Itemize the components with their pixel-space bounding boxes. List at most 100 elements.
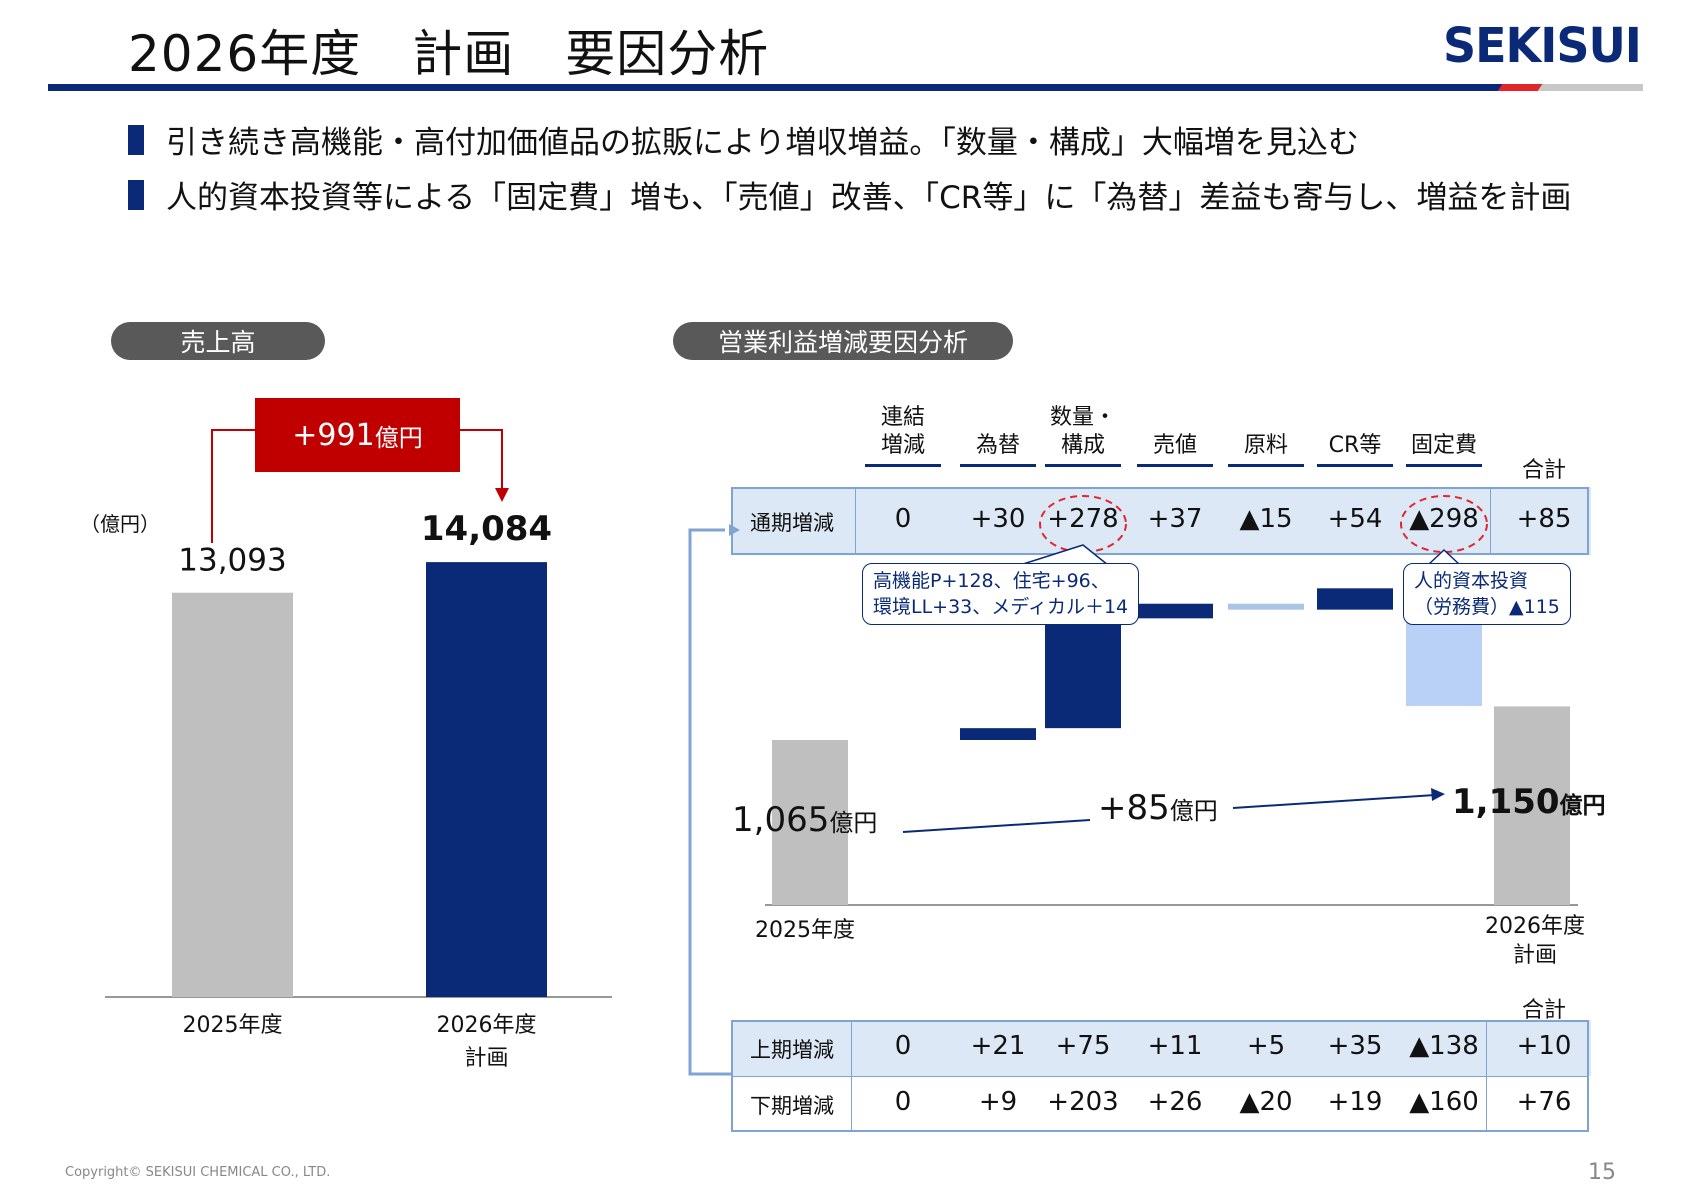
bullet-marker xyxy=(128,124,144,155)
table-cell: ▲15 xyxy=(1239,504,1293,534)
waterfall-start-bar xyxy=(772,740,848,905)
table-connector xyxy=(688,528,731,1076)
callout-volume: 高機能P+128、住宅+96、 環境LL+33、メディカル＋14 xyxy=(862,563,1140,625)
profit-end-unit: 億円 xyxy=(1559,793,1606,819)
table-column-header: 売値 xyxy=(1137,432,1213,467)
table-cell: +35 xyxy=(1327,1031,1383,1061)
sales-category-label: 計画 xyxy=(464,1046,508,1071)
sales-unit-label: （億円） xyxy=(80,512,160,536)
sekisui-logo: SEKISUI xyxy=(1443,16,1642,74)
table-row xyxy=(731,487,1591,555)
waterfall-trend-arrow xyxy=(1431,788,1445,801)
table-divider xyxy=(1486,1020,1487,1132)
table-row-label: 通期増減 xyxy=(750,511,834,535)
highlight-ellipse-fixed xyxy=(1400,495,1488,553)
profit-diff-value: +85億円 xyxy=(1098,788,1218,828)
waterfall-end-bar xyxy=(1494,706,1570,905)
bullet-2: 人的資本投資等による「固定費」増も、「売値」改善、「CR等」に「為替」差益も寄与… xyxy=(128,172,1571,217)
waterfall-step-bar xyxy=(1137,603,1213,619)
waterfall-trend-line xyxy=(902,819,1091,833)
bullet-marker xyxy=(128,179,144,210)
bullet-text: 引き続き高機能・高付加価値品の拡販により増収増益。「数量・構成」大幅増を見込む xyxy=(166,125,1359,161)
table-divider xyxy=(731,1076,1589,1077)
table-total-header-lower: 合計 xyxy=(1521,998,1566,1023)
waterfall-step-bar xyxy=(1228,603,1304,610)
callout-fixed-line2: （労務費）▲115 xyxy=(1414,596,1560,618)
table-cell: +5 xyxy=(1246,1031,1286,1061)
table-cell: +203 xyxy=(1047,1087,1119,1117)
header-rule-gray xyxy=(1538,84,1643,91)
table-column-header-text: 固定費 xyxy=(1406,432,1482,467)
table-row xyxy=(731,1076,1591,1132)
page-number: 15 xyxy=(1588,1160,1616,1185)
table-row-label: 上期増減 xyxy=(750,1038,834,1062)
table-cell: +11 xyxy=(1147,1031,1203,1061)
table-column-header: 原料 xyxy=(1228,432,1304,467)
table-column-header: 固定費 xyxy=(1406,432,1482,467)
sales-bar-label: 13,093 xyxy=(178,543,286,579)
table-cell: +26 xyxy=(1147,1087,1203,1117)
table-cell: +54 xyxy=(1327,504,1383,534)
sales-bracket-arrow xyxy=(495,488,509,502)
table-column-header: CR等 xyxy=(1317,432,1393,467)
table-row-label: 下期増減 xyxy=(750,1094,834,1118)
sales-bar xyxy=(172,592,293,997)
table-cell: ▲20 xyxy=(1239,1087,1293,1117)
profit-diff-unit: 億円 xyxy=(1169,797,1218,825)
profit-end-value: 1,150億円 xyxy=(1452,782,1606,822)
profit-end-year-line2: 計画 xyxy=(1512,943,1557,968)
header-rule xyxy=(48,84,1538,91)
sales-diff-unit: 億円 xyxy=(374,423,423,452)
profit-start-number: 1,065 xyxy=(732,800,830,840)
callout-pointer-left xyxy=(1019,544,1109,566)
sales-diff-badge: +991 億円 xyxy=(255,398,460,472)
callout-volume-line2: 環境LL+33、メディカル＋14 xyxy=(873,596,1129,618)
table-cell: +76 xyxy=(1516,1087,1572,1117)
highlight-ellipse-volume xyxy=(1039,495,1127,553)
profit-start-year: 2025年度 xyxy=(755,918,855,943)
table-cell: +85 xyxy=(1516,504,1572,534)
page-title: 2026年度 計画 要因分析 xyxy=(128,25,770,83)
bullet-1: 引き続き高機能・高付加価値品の拡販により増収増益。「数量・構成」大幅増を見込む xyxy=(128,117,1359,162)
table-column-header-text: 原料 xyxy=(1228,432,1304,467)
table-total-header: 合計 xyxy=(1521,458,1566,483)
waterfall-step-bar xyxy=(1045,618,1121,729)
callout-pointer-right xyxy=(1427,548,1461,566)
table-column-header: 連結 増減 xyxy=(865,404,941,467)
table-cell: +9 xyxy=(978,1087,1018,1117)
table-column-header: 数量・ 構成 xyxy=(1045,404,1121,467)
table-cell: 0 xyxy=(894,504,912,534)
profit-start-value: 1,065億円 xyxy=(732,800,877,840)
table-column-header: 為替 xyxy=(960,432,1036,467)
table-column-header-text: CR等 xyxy=(1317,432,1393,467)
table-cell: 0 xyxy=(894,1031,912,1061)
waterfall-trend-line xyxy=(1232,794,1436,809)
table-cell: +30 xyxy=(970,504,1026,534)
table-cell: ▲138 xyxy=(1409,1031,1479,1061)
sales-pill: 売上高 xyxy=(111,322,325,360)
waterfall-step-bar xyxy=(1317,588,1393,610)
sales-bar xyxy=(426,562,547,997)
table-cell: ▲298 xyxy=(1409,504,1479,534)
table-column-header-text: 連結 増減 xyxy=(865,404,941,467)
table-divider xyxy=(855,487,856,555)
table-cell: +10 xyxy=(1516,1031,1572,1061)
sales-bracket-right xyxy=(460,429,503,490)
table-column-header-text: 売値 xyxy=(1137,432,1213,467)
table-cell: +19 xyxy=(1327,1087,1383,1117)
table-cell: +21 xyxy=(970,1031,1026,1061)
profit-start-unit: 億円 xyxy=(829,809,878,837)
callout-fixed-line1: 人的資本投資 xyxy=(1414,570,1529,592)
table-row-border xyxy=(731,487,1589,555)
bullet-text: 人的資本投資等による「固定費」増も、「売値」改善、「CR等」に「為替」差益も寄与… xyxy=(166,180,1572,216)
sales-category-label: 2026年度 xyxy=(437,1013,537,1038)
sales-bracket-left xyxy=(211,429,255,543)
table-cell: 0 xyxy=(894,1087,912,1117)
profit-pill: 営業利益増減要因分析 xyxy=(673,322,1013,360)
sales-diff-value: +991 xyxy=(292,417,375,453)
table-cell: ▲160 xyxy=(1409,1087,1479,1117)
table-cell: +37 xyxy=(1147,504,1203,534)
table-connector-arrow xyxy=(729,524,740,536)
profit-diff-number: +85 xyxy=(1098,788,1170,828)
